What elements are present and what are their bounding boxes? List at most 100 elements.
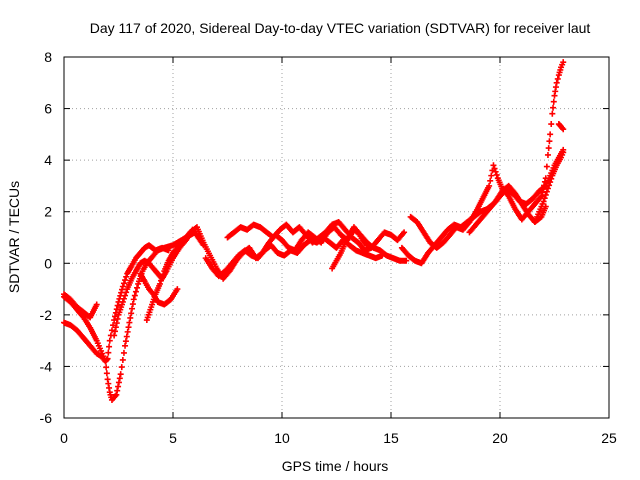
- interpolated-marks: [408, 214, 420, 225]
- data-points: [61, 59, 567, 403]
- interpolated-marks: [279, 238, 291, 250]
- data-point: [111, 317, 118, 324]
- interpolated-marks: [116, 301, 125, 316]
- interpolated-marks: [229, 253, 241, 265]
- interpolated-marks: [243, 248, 254, 258]
- data-point: [165, 247, 172, 254]
- interpolated-marks: [105, 343, 113, 356]
- interpolated-marks: [201, 241, 212, 257]
- data-point: [130, 296, 137, 303]
- interpolated-marks: [68, 297, 79, 309]
- data-point: [156, 280, 163, 287]
- interpolated-marks: [552, 84, 559, 95]
- interpolated-marks: [116, 286, 125, 302]
- data-point: [560, 149, 567, 156]
- interpolated-marks: [550, 98, 557, 111]
- interpolated-marks: [181, 230, 193, 242]
- interpolated-marks: [62, 292, 73, 302]
- interpolated-marks: [194, 226, 206, 244]
- y-tick-label: 8: [44, 49, 52, 65]
- interpolated-marks: [360, 238, 370, 248]
- interpolated-marks: [88, 326, 99, 342]
- interpolated-marks: [432, 235, 444, 248]
- interpolated-marks: [554, 156, 563, 167]
- interpolated-marks: [473, 214, 485, 227]
- interpolated-marks: [310, 235, 321, 245]
- x-tick-label: 15: [383, 430, 399, 446]
- interpolated-marks: [399, 245, 411, 258]
- data-point: [126, 319, 133, 326]
- interpolated-marks: [530, 189, 542, 201]
- data-point: [538, 193, 545, 200]
- interpolated-marks: [153, 282, 163, 296]
- y-tick-label: 4: [44, 152, 52, 168]
- data-point: [364, 242, 371, 249]
- interpolated-marks: [125, 264, 134, 276]
- interpolated-marks: [88, 303, 99, 319]
- interpolated-marks: [81, 316, 93, 330]
- interpolated-marks: [103, 364, 110, 377]
- interpolated-marks: [334, 251, 343, 262]
- interpolated-marks: [110, 393, 119, 402]
- data-point: [490, 162, 497, 169]
- chart-title: Day 117 of 2020, Sidereal Day-to-day VTE…: [90, 20, 591, 36]
- interpolated-marks: [467, 222, 478, 235]
- interpolated-marks: [68, 323, 79, 333]
- interpolated-marks: [133, 251, 143, 261]
- interpolated-marks: [480, 184, 492, 200]
- interpolated-marks: [532, 211, 542, 223]
- interpolated-marks: [142, 242, 151, 251]
- data-point: [403, 257, 410, 264]
- interpolated-marks: [543, 163, 550, 170]
- interpolated-marks: [271, 227, 282, 240]
- interpolated-marks: [162, 259, 171, 272]
- interpolated-marks: [473, 197, 485, 213]
- data-point: [547, 131, 554, 138]
- interpolated-marks: [506, 184, 518, 196]
- interpolated-marks: [133, 261, 143, 273]
- data-point: [106, 337, 113, 344]
- data-point: [174, 286, 181, 293]
- interpolated-marks: [421, 230, 433, 245]
- interpolated-marks: [321, 235, 332, 245]
- data-point: [119, 283, 126, 290]
- interpolated-marks: [506, 195, 518, 211]
- y-tick-label: -4: [40, 358, 53, 374]
- interpolated-marks: [86, 341, 95, 351]
- interpolated-marks: [269, 243, 280, 255]
- interpolated-marks: [519, 202, 531, 216]
- interpolated-marks: [166, 251, 176, 263]
- interpolated-marks: [543, 175, 553, 187]
- data-point: [117, 371, 124, 378]
- data-point: [111, 332, 118, 339]
- interpolated-marks: [151, 266, 160, 276]
- interpolated-marks: [439, 227, 450, 240]
- data-point: [549, 110, 556, 117]
- y-axis-label: SDTVAR / TECUs: [6, 181, 22, 293]
- interpolated-marks: [171, 243, 182, 255]
- data-point: [379, 252, 386, 259]
- data-point: [540, 198, 547, 205]
- y-tick-label: -6: [40, 410, 53, 426]
- interpolated-marks: [138, 272, 147, 283]
- interpolated-marks: [336, 220, 348, 232]
- interpolated-marks: [548, 121, 555, 128]
- interpolated-marks: [343, 233, 352, 244]
- x-axis-label: GPS time / hours: [282, 458, 389, 474]
- data-point: [544, 185, 551, 192]
- x-tick-label: 20: [492, 430, 508, 446]
- data-point: [401, 229, 408, 236]
- data-point: [560, 59, 567, 66]
- interpolated-marks: [297, 225, 308, 237]
- interpolated-marks: [295, 243, 306, 255]
- interpolated-marks: [441, 233, 452, 245]
- interpolated-marks: [138, 245, 147, 255]
- interpolated-marks: [434, 240, 446, 250]
- interpolated-marks: [480, 207, 492, 219]
- interpolated-marks: [545, 138, 553, 152]
- interpolated-marks: [487, 199, 498, 212]
- x-tick-label: 25: [601, 430, 617, 446]
- interpolated-marks: [131, 284, 141, 299]
- interpolated-marks: [223, 261, 234, 273]
